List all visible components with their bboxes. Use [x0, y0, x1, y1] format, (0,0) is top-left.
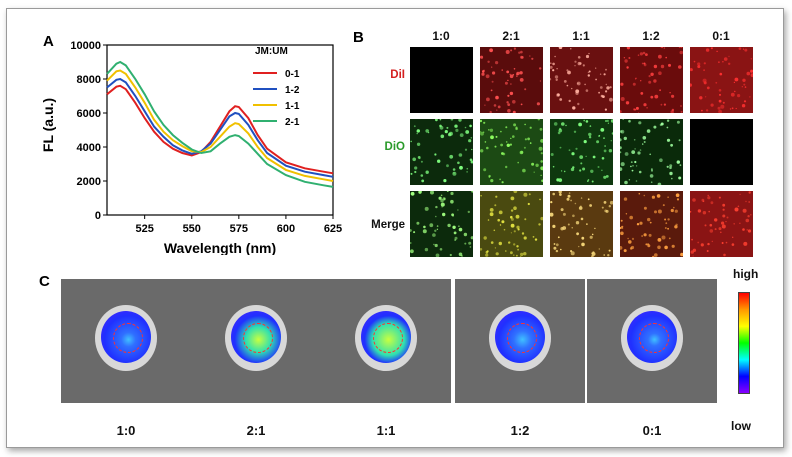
plot-area — [106, 44, 334, 216]
micrograph-tile — [410, 47, 473, 113]
micrograph-tile — [618, 118, 683, 187]
x-axis-label: Wavelength (nm) — [164, 240, 276, 255]
micrograph-tile — [618, 46, 684, 114]
color-scale-bar — [738, 292, 750, 394]
ratio-label: 2:1 — [246, 423, 266, 438]
y-tick-label: 0 — [95, 210, 101, 222]
y-tick-label: 4000 — [77, 142, 101, 154]
micrograph-tile — [410, 117, 474, 185]
x-tick-label: 575 — [230, 223, 248, 235]
series-line-1-2 — [106, 77, 334, 178]
figure-frame: A 0 2000 4000 6000 8000 10000 525 550 575 600 625 0… — [6, 8, 784, 448]
x-tick-label: 600 — [277, 223, 295, 235]
row-label-dio: DiO — [384, 141, 405, 153]
column-label: 1:0 — [432, 29, 450, 43]
column-label: 1:1 — [572, 29, 590, 43]
micrograph-tile — [548, 45, 613, 113]
column-label: 1:2 — [642, 29, 660, 43]
column-label: 0:1 — [712, 29, 730, 43]
row-label-merge: Merge — [371, 219, 405, 231]
y-axis-label: FL (a.u.) — [40, 98, 56, 152]
series-line-1-1 — [106, 69, 334, 182]
micrograph-tile — [688, 47, 755, 114]
ratio-label: 1:2 — [510, 423, 530, 438]
imaging-panel — [321, 279, 451, 403]
imaging-panel — [587, 279, 717, 403]
x-tick-label: 525 — [135, 223, 153, 235]
y-tick-label: 6000 — [77, 108, 101, 120]
line-chart: 0 2000 4000 6000 8000 10000 525 550 575 600 625 0-1… — [40, 40, 342, 255]
micrograph-tile — [479, 189, 544, 258]
micrograph-tile — [479, 47, 543, 114]
micrograph-tile — [689, 191, 753, 257]
imaging-panel — [61, 279, 191, 403]
micrograph-tile — [550, 119, 615, 185]
x-tick-label: 625 — [324, 223, 342, 235]
y-tick-label: 2000 — [77, 176, 101, 188]
scale-high-label: high — [733, 267, 759, 281]
legend-label: 1-1 — [285, 101, 300, 112]
ratio-label: 1:1 — [376, 423, 396, 438]
imaging-panel — [455, 279, 585, 403]
micrograph-tile — [549, 190, 614, 258]
micrograph-tile — [618, 191, 684, 259]
legend-title: JM:UM — [255, 46, 288, 57]
legend-label: 0-1 — [285, 69, 300, 80]
legend-label: 1-2 — [285, 85, 300, 96]
micrograph-tile — [479, 118, 545, 185]
scale-low-label: low — [731, 419, 751, 433]
imaging-panel — [191, 279, 321, 403]
row-label-dii: DiI — [390, 69, 405, 81]
panel-label-b: B — [353, 29, 364, 46]
micrograph-tile — [409, 190, 474, 258]
legend-label: 2-1 — [285, 117, 300, 128]
column-label: 2:1 — [502, 29, 520, 43]
micrograph-tile — [690, 119, 753, 185]
panel-label-a: A — [43, 33, 54, 50]
ratio-label: 1:0 — [116, 423, 136, 438]
ratio-label: 0:1 — [642, 423, 662, 438]
y-tick-label: 8000 — [77, 74, 101, 86]
panel-label-c: C — [39, 273, 50, 290]
x-tick-label: 550 — [183, 223, 201, 235]
series-line-2-1 — [106, 60, 334, 188]
y-tick-label: 10000 — [70, 40, 101, 52]
